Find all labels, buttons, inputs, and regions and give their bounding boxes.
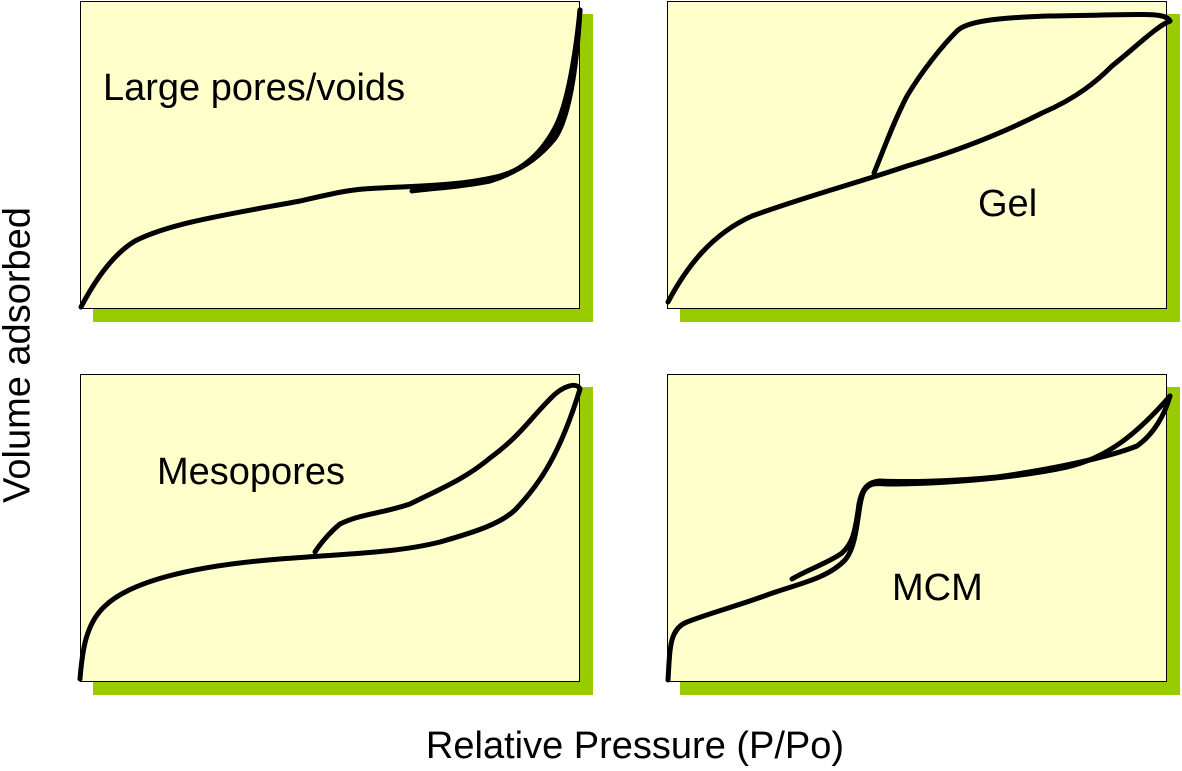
panel-box: [80, 374, 580, 682]
isotherm-curve-mcm: [665, 393, 1173, 683]
isotherm-panel-large-pores: Large pores/voids: [78, 1, 593, 322]
isotherm-panel-gel: Gel: [665, 1, 1180, 322]
panel-label: Gel: [978, 183, 1038, 225]
panel-box: [667, 374, 1167, 682]
panel-box: [80, 1, 580, 309]
panel-label: Mesopores: [157, 451, 345, 493]
isotherm-panel-mcm: MCM: [665, 374, 1180, 695]
isotherm-curve-large-pores: [78, 7, 583, 310]
panel-box: [667, 1, 1167, 309]
panel-label: MCM: [892, 567, 983, 609]
isotherm-panel-mesopores: Mesopores: [77, 374, 593, 695]
y-axis-label: Volume adsorbed: [0, 207, 39, 503]
x-axis-label: Relative Pressure (P/Po): [425, 725, 845, 767]
panel-label: Large pores/voids: [103, 67, 406, 109]
isotherm-curve-mesopores: [77, 382, 583, 682]
isotherm-curve-gel: [665, 11, 1173, 305]
